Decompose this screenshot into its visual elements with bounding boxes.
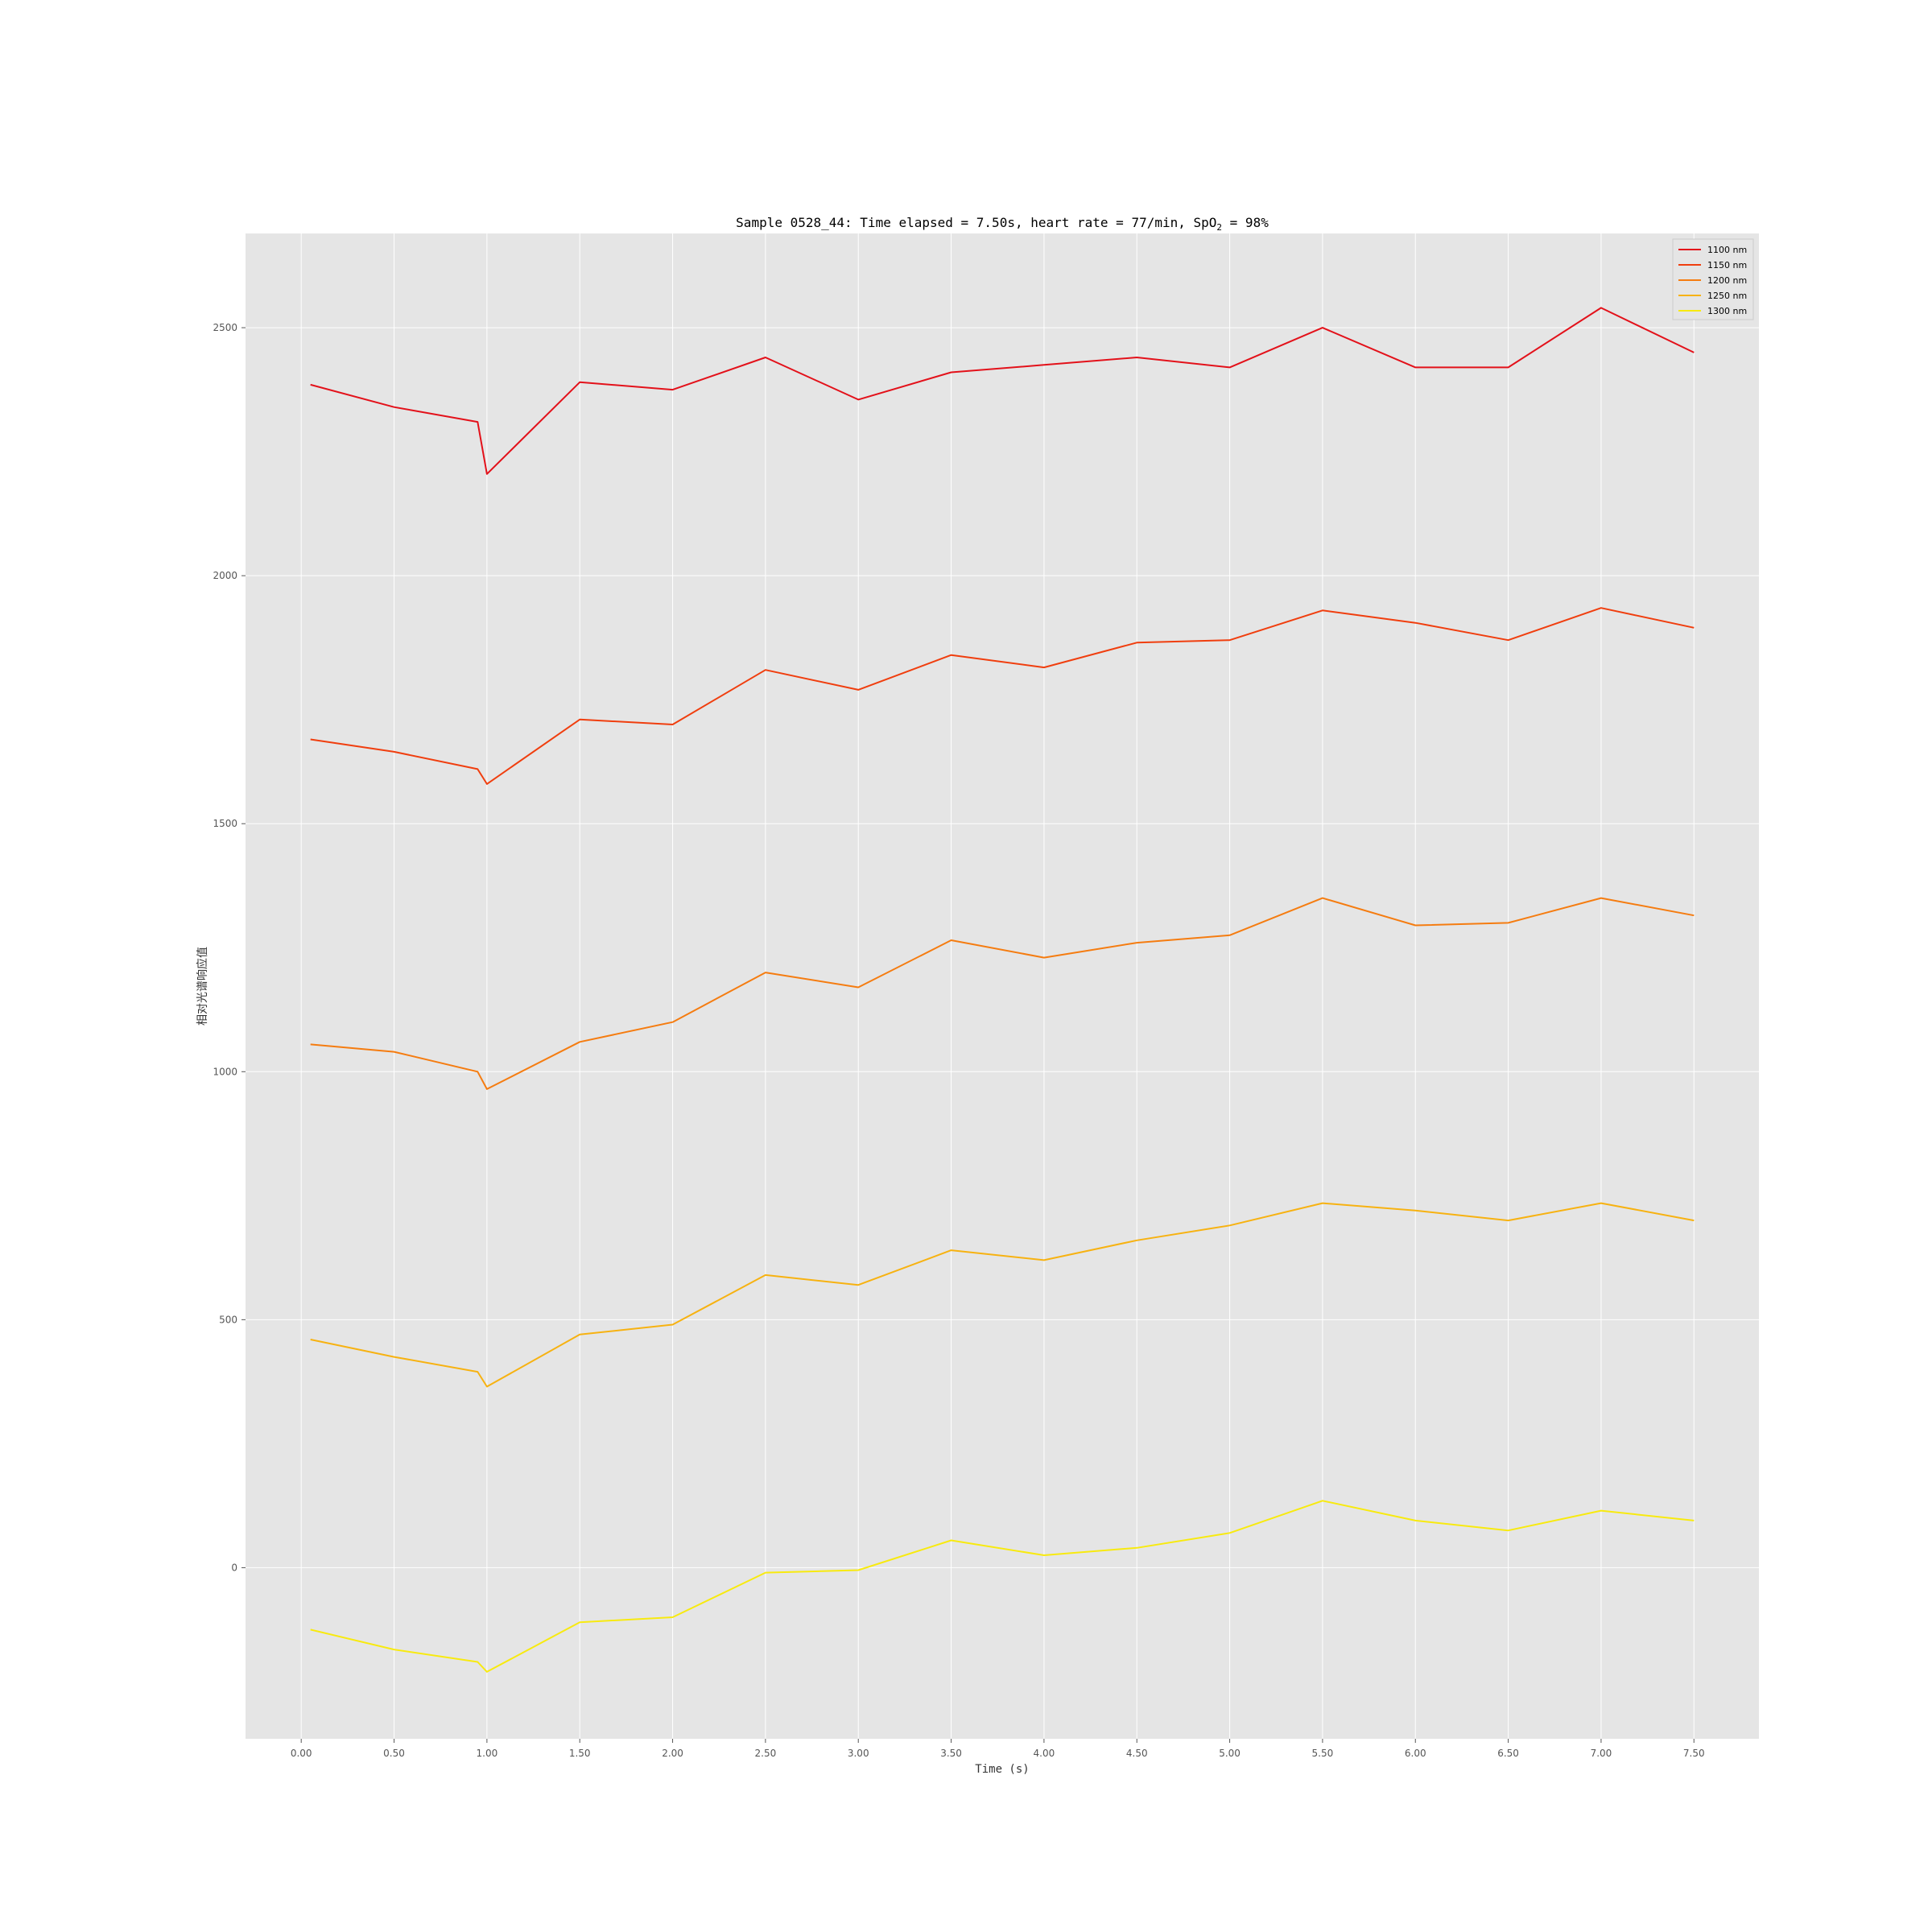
x-axis-ticks: 0.00 0.50 1.00 1.50 2.00 2.50 3.00 3.50 4.00 4.50… — [291, 1739, 1705, 1759]
legend-label: 1200 nm — [1707, 275, 1747, 286]
x-tick-label: 1.50 — [569, 1748, 591, 1759]
series-line-1200-nm — [310, 897, 1695, 1090]
y-tick-label: 1000 — [213, 1066, 237, 1077]
x-tick-label: 3.50 — [940, 1748, 962, 1759]
legend-label: 1150 nm — [1707, 260, 1747, 270]
series-line-1100-nm — [310, 307, 1695, 475]
legend: 1100 nm 1150 nm 1200 nm 1250 nm 1300 nm — [1672, 238, 1754, 320]
legend-label: 1250 nm — [1707, 291, 1747, 301]
x-tick-label: 1.00 — [477, 1748, 498, 1759]
series-line-1300-nm — [310, 1500, 1695, 1673]
x-tick-label: 4.00 — [1034, 1748, 1055, 1759]
y-tick-label: 2000 — [213, 570, 237, 581]
chart-title: Sample 0528_44: Time elapsed = 7.50s, he… — [736, 215, 1269, 233]
series-line-1150-nm — [310, 607, 1695, 785]
x-tick-label: 3.00 — [848, 1748, 869, 1759]
x-tick-label: 0.50 — [383, 1748, 405, 1759]
legend-label: 1100 nm — [1707, 245, 1747, 255]
chart-title-main: Sample 0528_44: Time elapsed = 7.50s, he… — [736, 215, 1216, 230]
legend-label: 1300 nm — [1707, 306, 1747, 316]
series-line-1250-nm — [310, 1202, 1695, 1388]
x-tick-label: 2.50 — [755, 1748, 777, 1759]
x-tick-label: 6.50 — [1497, 1748, 1519, 1759]
grid — [246, 233, 1759, 1739]
series-lines — [310, 307, 1695, 1673]
x-tick-label: 6.00 — [1405, 1748, 1426, 1759]
y-tick-label: 1500 — [213, 818, 237, 829]
chart-title-subscript: 2 — [1216, 222, 1222, 233]
y-tick-label: 2500 — [213, 322, 237, 333]
x-tick-label: 5.00 — [1219, 1748, 1241, 1759]
chart-title-tail: = 98% — [1222, 215, 1269, 230]
x-tick-label: 4.50 — [1126, 1748, 1148, 1759]
x-tick-label: 0.00 — [291, 1748, 312, 1759]
y-tick-label: 0 — [231, 1562, 237, 1573]
x-tick-label: 2.00 — [662, 1748, 683, 1759]
y-tick-label: 500 — [219, 1314, 237, 1325]
x-tick-label: 7.50 — [1683, 1748, 1705, 1759]
y-axis-label: 相对光谱响应值 — [196, 947, 209, 1026]
y-axis-ticks: 0 500 1000 1500 2000 2500 — [213, 322, 246, 1573]
x-tick-label: 7.00 — [1591, 1748, 1612, 1759]
plot-area — [246, 233, 1759, 1739]
x-axis-label: Time (s) — [975, 1763, 1029, 1776]
x-tick-label: 5.50 — [1312, 1748, 1334, 1759]
